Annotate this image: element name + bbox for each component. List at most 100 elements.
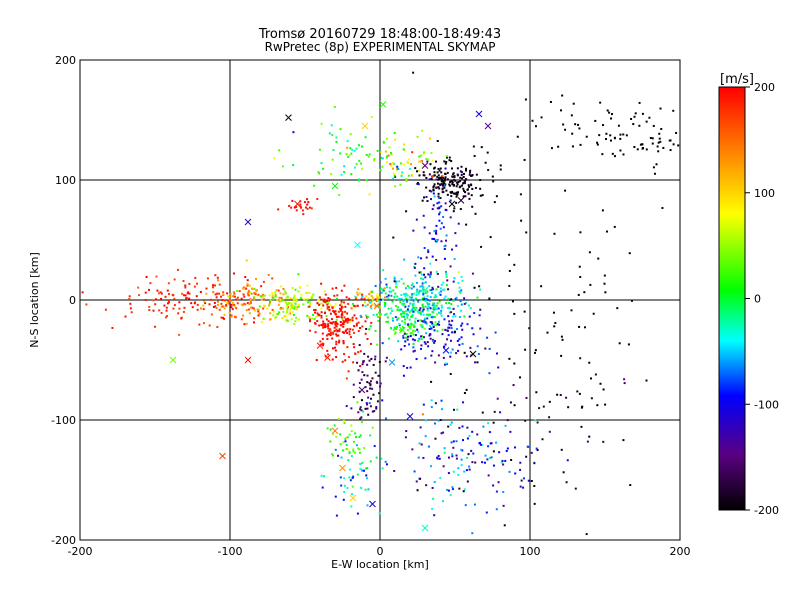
data-point — [402, 163, 405, 166]
data-point — [334, 323, 337, 326]
data-point — [421, 320, 424, 323]
data-point — [284, 296, 287, 299]
data-point — [313, 318, 316, 321]
data-point — [608, 111, 611, 114]
data-point — [445, 362, 448, 365]
data-point — [488, 372, 491, 375]
data-point — [369, 387, 372, 390]
data-point — [347, 356, 350, 359]
data-point — [498, 451, 501, 454]
data-point — [271, 296, 274, 299]
data-point — [184, 286, 187, 289]
data-point — [406, 160, 409, 163]
data-point — [327, 302, 330, 305]
data-point — [411, 293, 414, 296]
data-point — [416, 182, 419, 185]
data-point — [210, 313, 213, 316]
data-point — [451, 319, 454, 322]
data-point — [294, 320, 297, 323]
data-point — [461, 449, 464, 452]
data-point — [279, 307, 282, 310]
data-point — [440, 309, 443, 312]
data-point — [396, 318, 399, 321]
data-point — [403, 315, 406, 318]
data-point — [523, 310, 526, 313]
data-point — [353, 304, 356, 307]
data-point — [420, 273, 423, 276]
data-point — [617, 124, 620, 127]
data-point — [233, 272, 236, 275]
data-point — [255, 288, 258, 291]
data-point — [371, 290, 374, 293]
data-point — [386, 320, 389, 323]
data-point — [375, 405, 378, 408]
data-point — [315, 315, 318, 318]
data-point — [353, 451, 356, 454]
data-point — [439, 476, 442, 479]
data-point — [567, 406, 570, 409]
data-point — [253, 309, 256, 312]
data-point — [618, 342, 621, 345]
data-point — [414, 309, 417, 312]
data-point — [320, 311, 323, 314]
data-point — [432, 192, 435, 195]
data-point — [360, 162, 363, 165]
data-point — [202, 322, 205, 325]
data-point — [430, 151, 433, 154]
data-point — [412, 307, 415, 310]
data-point — [610, 117, 613, 120]
data-point — [250, 287, 253, 290]
data-point — [416, 170, 419, 173]
data-point — [273, 310, 276, 313]
data-point — [455, 185, 458, 188]
data-point — [277, 289, 280, 292]
data-point — [397, 340, 400, 343]
data-point — [360, 167, 363, 170]
data-point — [342, 449, 345, 452]
data-point — [253, 296, 256, 299]
data-point — [232, 303, 235, 306]
data-point — [423, 319, 426, 322]
data-point — [327, 306, 330, 309]
data-point — [447, 472, 450, 475]
data-point — [458, 338, 461, 341]
data-point — [605, 132, 608, 135]
data-point — [426, 301, 429, 304]
data-point — [641, 112, 644, 115]
data-point — [355, 296, 358, 299]
data-point — [262, 298, 265, 301]
data-point — [401, 302, 404, 305]
data-point — [428, 285, 431, 288]
data-point — [533, 502, 536, 505]
data-point — [430, 316, 433, 319]
data-point — [404, 321, 407, 324]
data-point — [344, 330, 347, 333]
data-point — [450, 303, 453, 306]
data-point — [464, 191, 467, 194]
data-point — [285, 318, 288, 321]
data-point — [245, 259, 248, 262]
data-point — [320, 122, 323, 125]
data-point — [379, 313, 382, 316]
data-point — [164, 295, 167, 298]
data-point — [366, 407, 369, 410]
data-point — [447, 334, 450, 337]
data-point — [320, 307, 323, 310]
data-point — [446, 307, 449, 310]
data-point — [356, 291, 359, 294]
data-point — [402, 312, 405, 315]
data-point — [379, 169, 382, 172]
data-point — [355, 147, 358, 150]
data-point — [405, 297, 408, 300]
data-point — [339, 309, 342, 312]
data-point — [466, 426, 469, 429]
data-point — [407, 305, 410, 308]
data-point — [454, 192, 457, 195]
data-point — [425, 186, 428, 189]
y-tick-label: 0 — [69, 294, 76, 307]
data-point — [406, 366, 409, 369]
data-point — [436, 457, 439, 460]
data-point — [421, 129, 424, 132]
data-point — [336, 294, 339, 297]
data-point — [251, 306, 254, 309]
